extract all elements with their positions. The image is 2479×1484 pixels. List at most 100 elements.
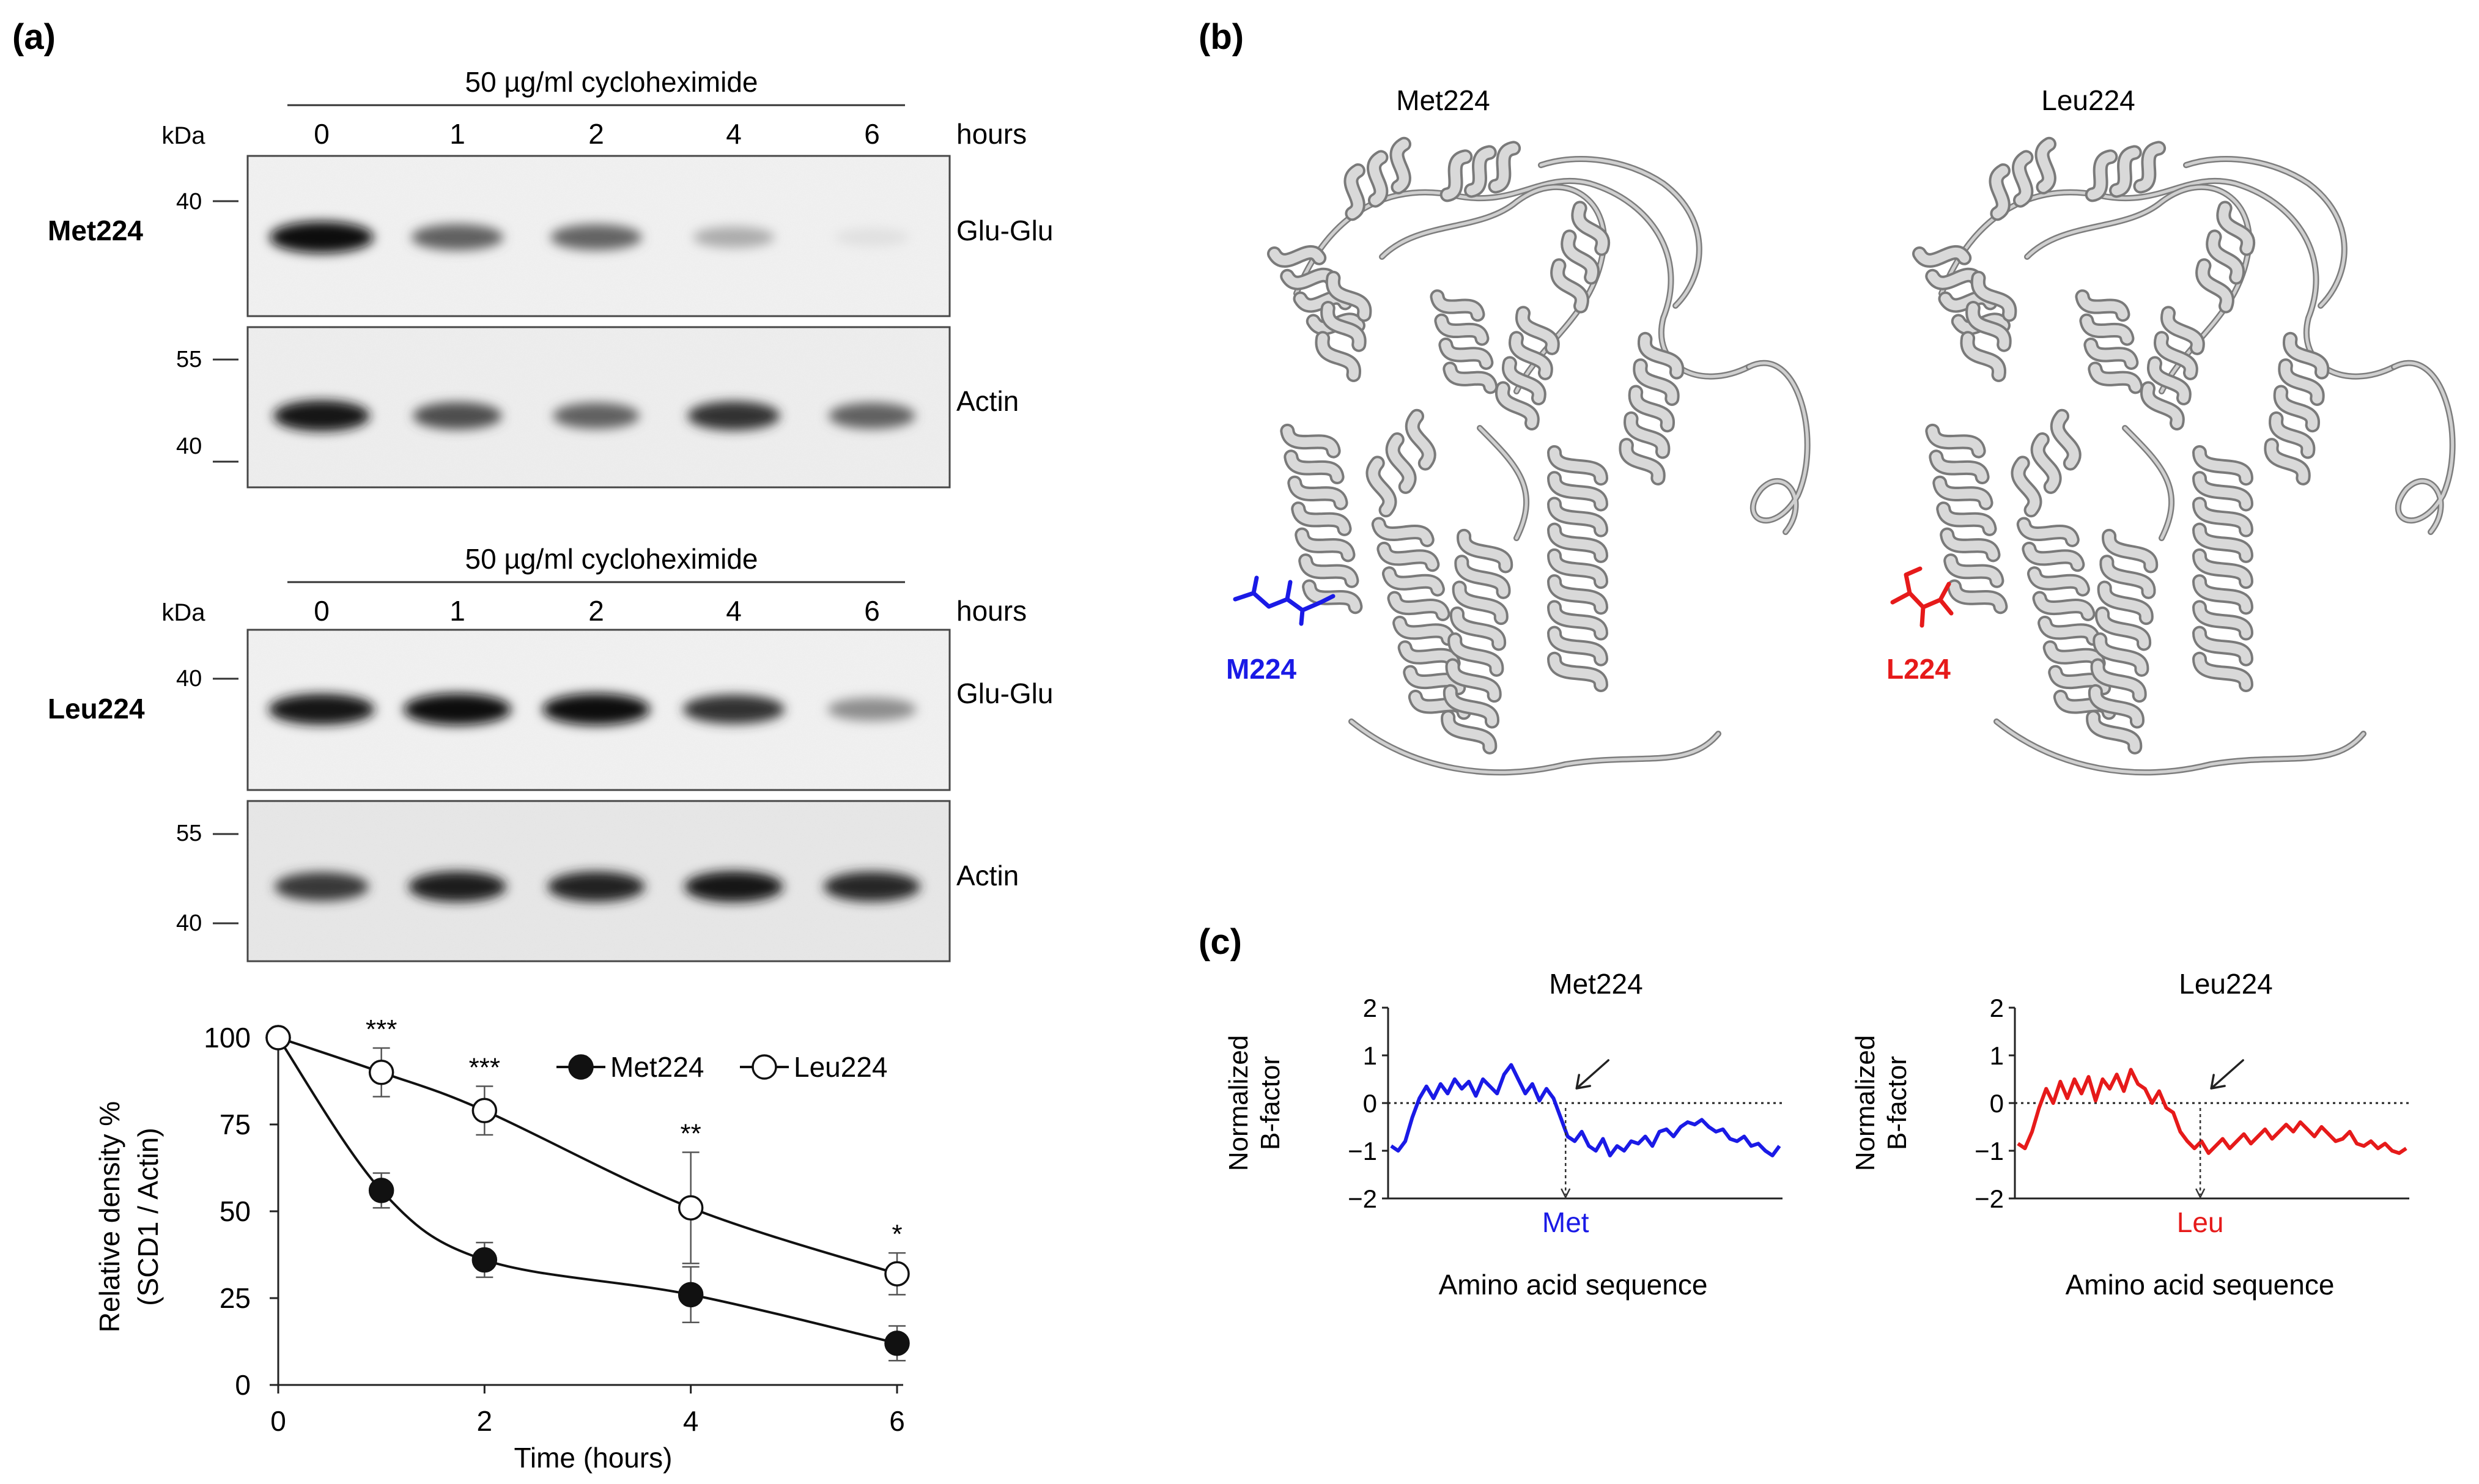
data-point xyxy=(471,1247,498,1273)
helix-turn xyxy=(2034,593,2093,619)
blot-target-label: Glu-Glu xyxy=(956,215,1053,246)
blot-band xyxy=(404,693,511,725)
helix-turn xyxy=(2019,519,2077,545)
legend-marker xyxy=(752,1054,777,1080)
helix-turn xyxy=(2014,152,2031,205)
blot-band xyxy=(274,872,369,901)
x-tick-label: 6 xyxy=(889,1405,905,1437)
kda-label: kDa xyxy=(161,122,205,149)
y-tick-label: 100 xyxy=(204,1022,251,1054)
helix-turn xyxy=(1630,387,1672,430)
significance-marker: *** xyxy=(469,1053,500,1083)
blot-band xyxy=(411,224,504,251)
helix-turn xyxy=(2135,143,2164,191)
helix-turn xyxy=(1317,333,1359,380)
helix-turn xyxy=(1938,504,1995,534)
blot-band xyxy=(553,402,640,429)
helix-turn xyxy=(1269,247,1324,265)
time-point-label: 2 xyxy=(588,118,604,150)
helix-turn xyxy=(1466,147,1494,196)
helix-turn xyxy=(2095,635,2147,674)
residue-marker-label: Met xyxy=(1542,1206,1589,1238)
helix-turn xyxy=(1432,292,1483,320)
time-point-label: 6 xyxy=(864,595,880,627)
panel-label-b: (b) xyxy=(1199,17,1244,57)
axis-ticks: 0 25 50 75 100 0 2 4 6 xyxy=(204,1022,905,1437)
blot-band xyxy=(693,226,775,248)
helix xyxy=(1430,289,1498,394)
helix-turn xyxy=(1368,458,1395,515)
helix-turn xyxy=(1369,152,1386,205)
helix-turn xyxy=(1550,550,1606,587)
helix xyxy=(1495,306,1560,430)
coil-loop-highlight xyxy=(1380,185,1606,393)
helix xyxy=(2085,141,2167,202)
coil-loop xyxy=(2122,425,2174,541)
y-tick-label: −1 xyxy=(1348,1137,1377,1165)
helix-turn xyxy=(2102,557,2154,597)
helix-turn xyxy=(2013,458,2040,515)
helix-turn xyxy=(1293,504,1350,534)
helix-turn xyxy=(1282,426,1339,456)
helix-turn xyxy=(2195,499,2251,535)
helix-turn xyxy=(1550,473,1606,509)
significance-marker: ** xyxy=(681,1118,701,1148)
kda-marker: 55 xyxy=(176,821,202,846)
helix-turn xyxy=(1442,152,1471,200)
helix-turn xyxy=(1447,660,1499,701)
helix-turn xyxy=(2195,525,2251,561)
helix-turn xyxy=(1573,203,1608,254)
chart-title: Met224 xyxy=(1549,968,1642,1000)
time-point-label: 4 xyxy=(726,595,742,627)
sidechain-bonds xyxy=(1233,575,1336,626)
b-factor-line xyxy=(2017,1068,2407,1155)
helix-turn xyxy=(1445,364,1496,392)
coil-loop xyxy=(2391,360,2456,535)
data-point xyxy=(678,1195,704,1221)
helix-turn xyxy=(2285,334,2327,377)
helix-turn xyxy=(1550,577,1606,613)
b-factor-chart: Met224 Normalized B-factor 2 1 0 −1 −2 Met Amino … xyxy=(1224,968,1783,1301)
density-line-chart: Relative density % (SCD1 / Actin) Time (… xyxy=(94,1014,910,1474)
panel-label-a: (a) xyxy=(12,17,56,57)
helix-turn xyxy=(1387,435,1414,492)
helix-turn xyxy=(1942,530,1998,560)
helix-turn xyxy=(2195,550,2251,587)
helix-turn xyxy=(1935,478,1991,508)
helix xyxy=(1343,136,1411,221)
helix xyxy=(1619,331,1685,485)
guide-arrowhead xyxy=(2195,1188,2206,1199)
y-axis-label: Normalized xyxy=(1224,1035,1254,1172)
coil-loop-highlight xyxy=(2392,361,2455,534)
helix-turn xyxy=(2156,333,2196,378)
helix-turn xyxy=(1621,440,1663,483)
helix-turn xyxy=(2077,292,2128,320)
data-point xyxy=(678,1282,704,1308)
helix-turn xyxy=(1635,361,1677,404)
helix-turn xyxy=(2195,473,2251,509)
helix-turn xyxy=(2195,628,2251,664)
helix-turn xyxy=(1973,273,2015,320)
helix-turn xyxy=(2099,583,2151,623)
y-axis-label: B-factor xyxy=(1255,1056,1285,1150)
helix-turn xyxy=(2143,383,2182,428)
helix-turn xyxy=(1445,686,1497,726)
time-point-label: 0 xyxy=(314,595,330,627)
x-tick-label: 0 xyxy=(270,1405,286,1437)
helix xyxy=(2264,331,2330,485)
y-tick-label: −2 xyxy=(1975,1184,2004,1213)
y-axis-label: (SCD1 / Actin) xyxy=(132,1128,164,1305)
legend-marker xyxy=(568,1054,594,1080)
helix-turn xyxy=(1323,303,1364,350)
blot-band xyxy=(268,693,375,725)
helix-turn xyxy=(2149,358,2189,403)
helix-turn xyxy=(1400,643,1458,668)
helix-turn xyxy=(1379,544,1438,570)
helix xyxy=(1550,201,1611,314)
helix-turn xyxy=(1328,273,1370,320)
residue-marker-label: Leu xyxy=(2177,1206,2224,1238)
series-line xyxy=(277,1036,898,1345)
helix-turn xyxy=(1392,139,1409,192)
helix-turn xyxy=(1968,303,2009,350)
